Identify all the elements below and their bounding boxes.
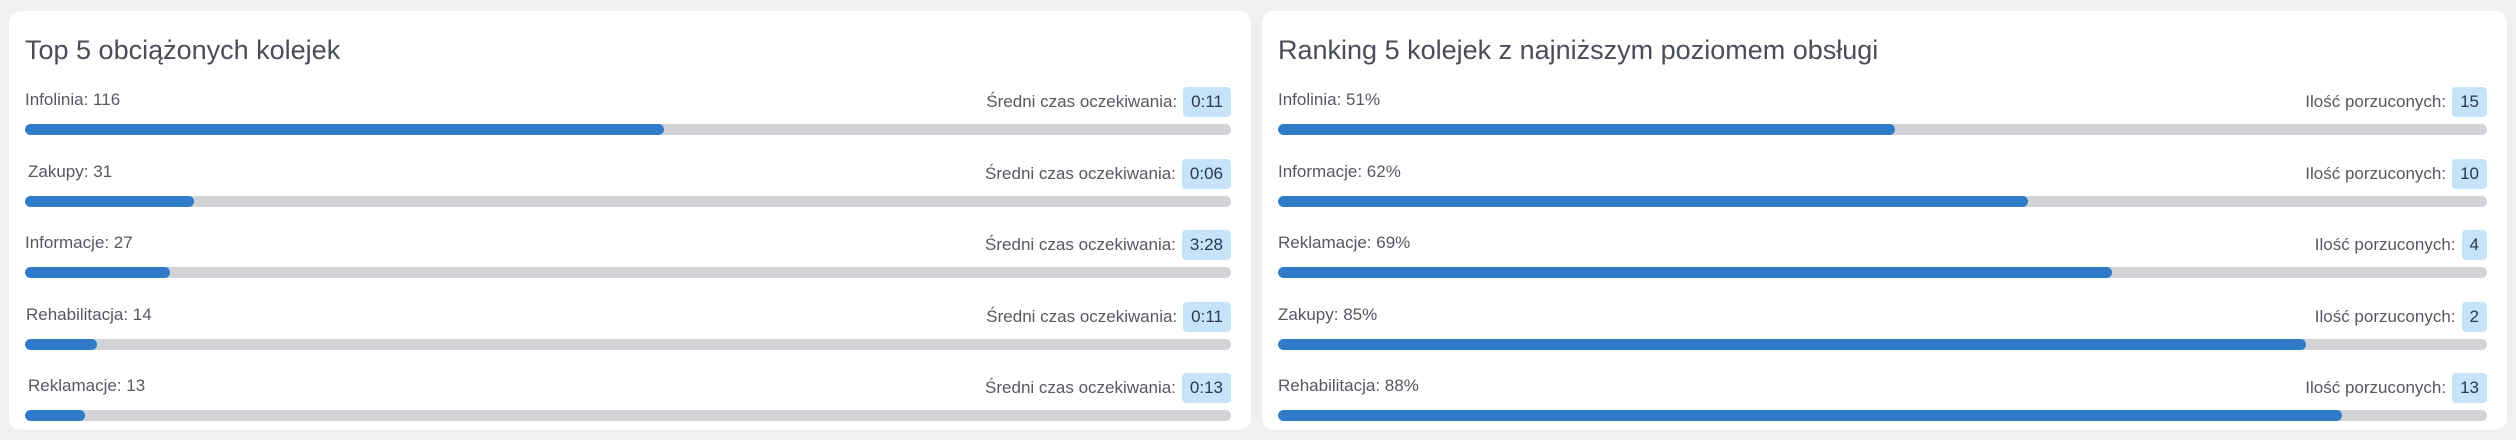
progress-fill [25, 410, 86, 421]
top-queues-panel: Top 5 obciążonych kolejek Infolinia: 116… [9, 11, 1251, 430]
progress-track [25, 124, 1231, 135]
progress-fill [1278, 267, 2113, 278]
progress-fill [25, 339, 98, 350]
panel-title: Top 5 obciążonych kolejek [25, 35, 341, 65]
queue-service-row: Zakupy: 85% Ilość porzuconych: 2 [1278, 302, 2487, 350]
stat-label: Ilość porzuconych: [2314, 235, 2456, 254]
stat-group: Ilość porzuconych: 4 [2315, 230, 2487, 260]
progress-fill [1278, 339, 2306, 350]
progress-track [1278, 124, 2487, 135]
panel-title: Ranking 5 kolejek z najniższym poziomem … [1278, 35, 1879, 65]
stat-label: Średni czas oczekiwania: [985, 378, 1176, 397]
progress-track [25, 267, 1231, 278]
progress-fill [1278, 196, 2028, 207]
queue-service-row: Informacje: 62% Ilość porzuconych: 10 [1278, 159, 2487, 207]
service-level-ranking-panel: Ranking 5 kolejek z najniższym poziomem … [1262, 11, 2507, 430]
stat-label: Ilość porzuconych: [2305, 92, 2447, 111]
stat-group: Średni czas oczekiwania: 0:06 [985, 159, 1231, 189]
progress-fill [25, 196, 194, 207]
stat-badge: 2 [2461, 302, 2487, 332]
progress-track [25, 196, 1231, 207]
stat-badge: 0:11 [1183, 302, 1231, 332]
queue-label: Zakupy: 31 [28, 162, 113, 181]
stat-group: Ilość porzuconych: 10 [2305, 159, 2487, 189]
stat-label: Średni czas oczekiwania: [986, 307, 1178, 326]
stat-group: Średni czas oczekiwania: 3:28 [985, 230, 1231, 260]
stat-badge: 4 [2461, 230, 2487, 260]
queue-label: Informacje: 27 [25, 233, 133, 252]
progress-track [1278, 267, 2487, 278]
stat-group: Ilość porzuconych: 15 [2305, 87, 2487, 117]
progress-fill [1278, 410, 2342, 421]
stat-badge: 15 [2452, 87, 2487, 117]
stat-group: Średni czas oczekiwania: 0:11 [986, 87, 1231, 117]
stat-group: Średni czas oczekiwania: 0:11 [986, 302, 1231, 332]
stat-badge: 0:13 [1181, 373, 1231, 403]
queue-load-row: Rehabilitacja: 14 Średni czas oczekiwania… [25, 302, 1231, 350]
queue-load-row: Reklamacje: 13 Średni czas oczekiwania: 0:… [25, 373, 1231, 421]
stat-label: Średni czas oczekiwania: [985, 164, 1176, 183]
queue-label: Infolinia: 116 [25, 90, 121, 109]
queue-label: Infolinia: 51% [1278, 90, 1381, 109]
queue-load-row: Infolinia: 116 Średni czas oczekiwania: 0:… [25, 87, 1231, 135]
queue-label: Informacje: 62% [1278, 162, 1401, 181]
progress-track [25, 410, 1231, 421]
stat-group: Średni czas oczekiwania: 0:13 [985, 373, 1231, 403]
queue-service-row: Rehabilitacja: 88% Ilość porzuconych: 13 [1278, 373, 2487, 421]
stat-badge: 3:28 [1181, 230, 1231, 260]
progress-track [1278, 339, 2487, 350]
stat-label: Ilość porzuconych: [2314, 307, 2456, 326]
stat-label: Średni czas oczekiwania: [985, 235, 1176, 254]
progress-track [1278, 410, 2487, 421]
queue-service-row: Reklamacje: 69% Ilość porzuconych: 4 [1278, 230, 2487, 278]
progress-fill [1278, 124, 1895, 135]
stat-label: Ilość porzuconych: [2305, 164, 2447, 183]
queue-label: Reklamacje: 13 [28, 376, 146, 395]
progress-fill [25, 124, 665, 135]
progress-fill [25, 267, 170, 278]
queue-label: Zakupy: 85% [1278, 305, 1378, 324]
stat-group: Ilość porzuconych: 13 [2305, 373, 2487, 403]
stat-label: Ilość porzuconych: [2305, 378, 2447, 397]
stat-badge: 0:06 [1181, 159, 1231, 189]
queue-load-row: Zakupy: 31 Średni czas oczekiwania: 0:06 [25, 159, 1231, 207]
queue-label: Rehabilitacja: 88% [1278, 376, 1419, 395]
stat-badge: 13 [2452, 373, 2487, 403]
queue-service-row: Infolinia: 51% Ilość porzuconych: 15 [1278, 87, 2487, 135]
queue-label: Rehabilitacja: 14 [26, 305, 152, 324]
stat-badge: 0:11 [1183, 87, 1231, 117]
queue-label: Reklamacje: 69% [1278, 233, 1411, 252]
stat-badge: 10 [2452, 159, 2487, 189]
stat-label: Średni czas oczekiwania: [986, 92, 1178, 111]
progress-track [1278, 196, 2487, 207]
progress-track [25, 339, 1231, 350]
stat-group: Ilość porzuconych: 2 [2315, 302, 2487, 332]
queue-load-row: Informacje: 27 Średni czas oczekiwania: 3:… [25, 230, 1231, 278]
